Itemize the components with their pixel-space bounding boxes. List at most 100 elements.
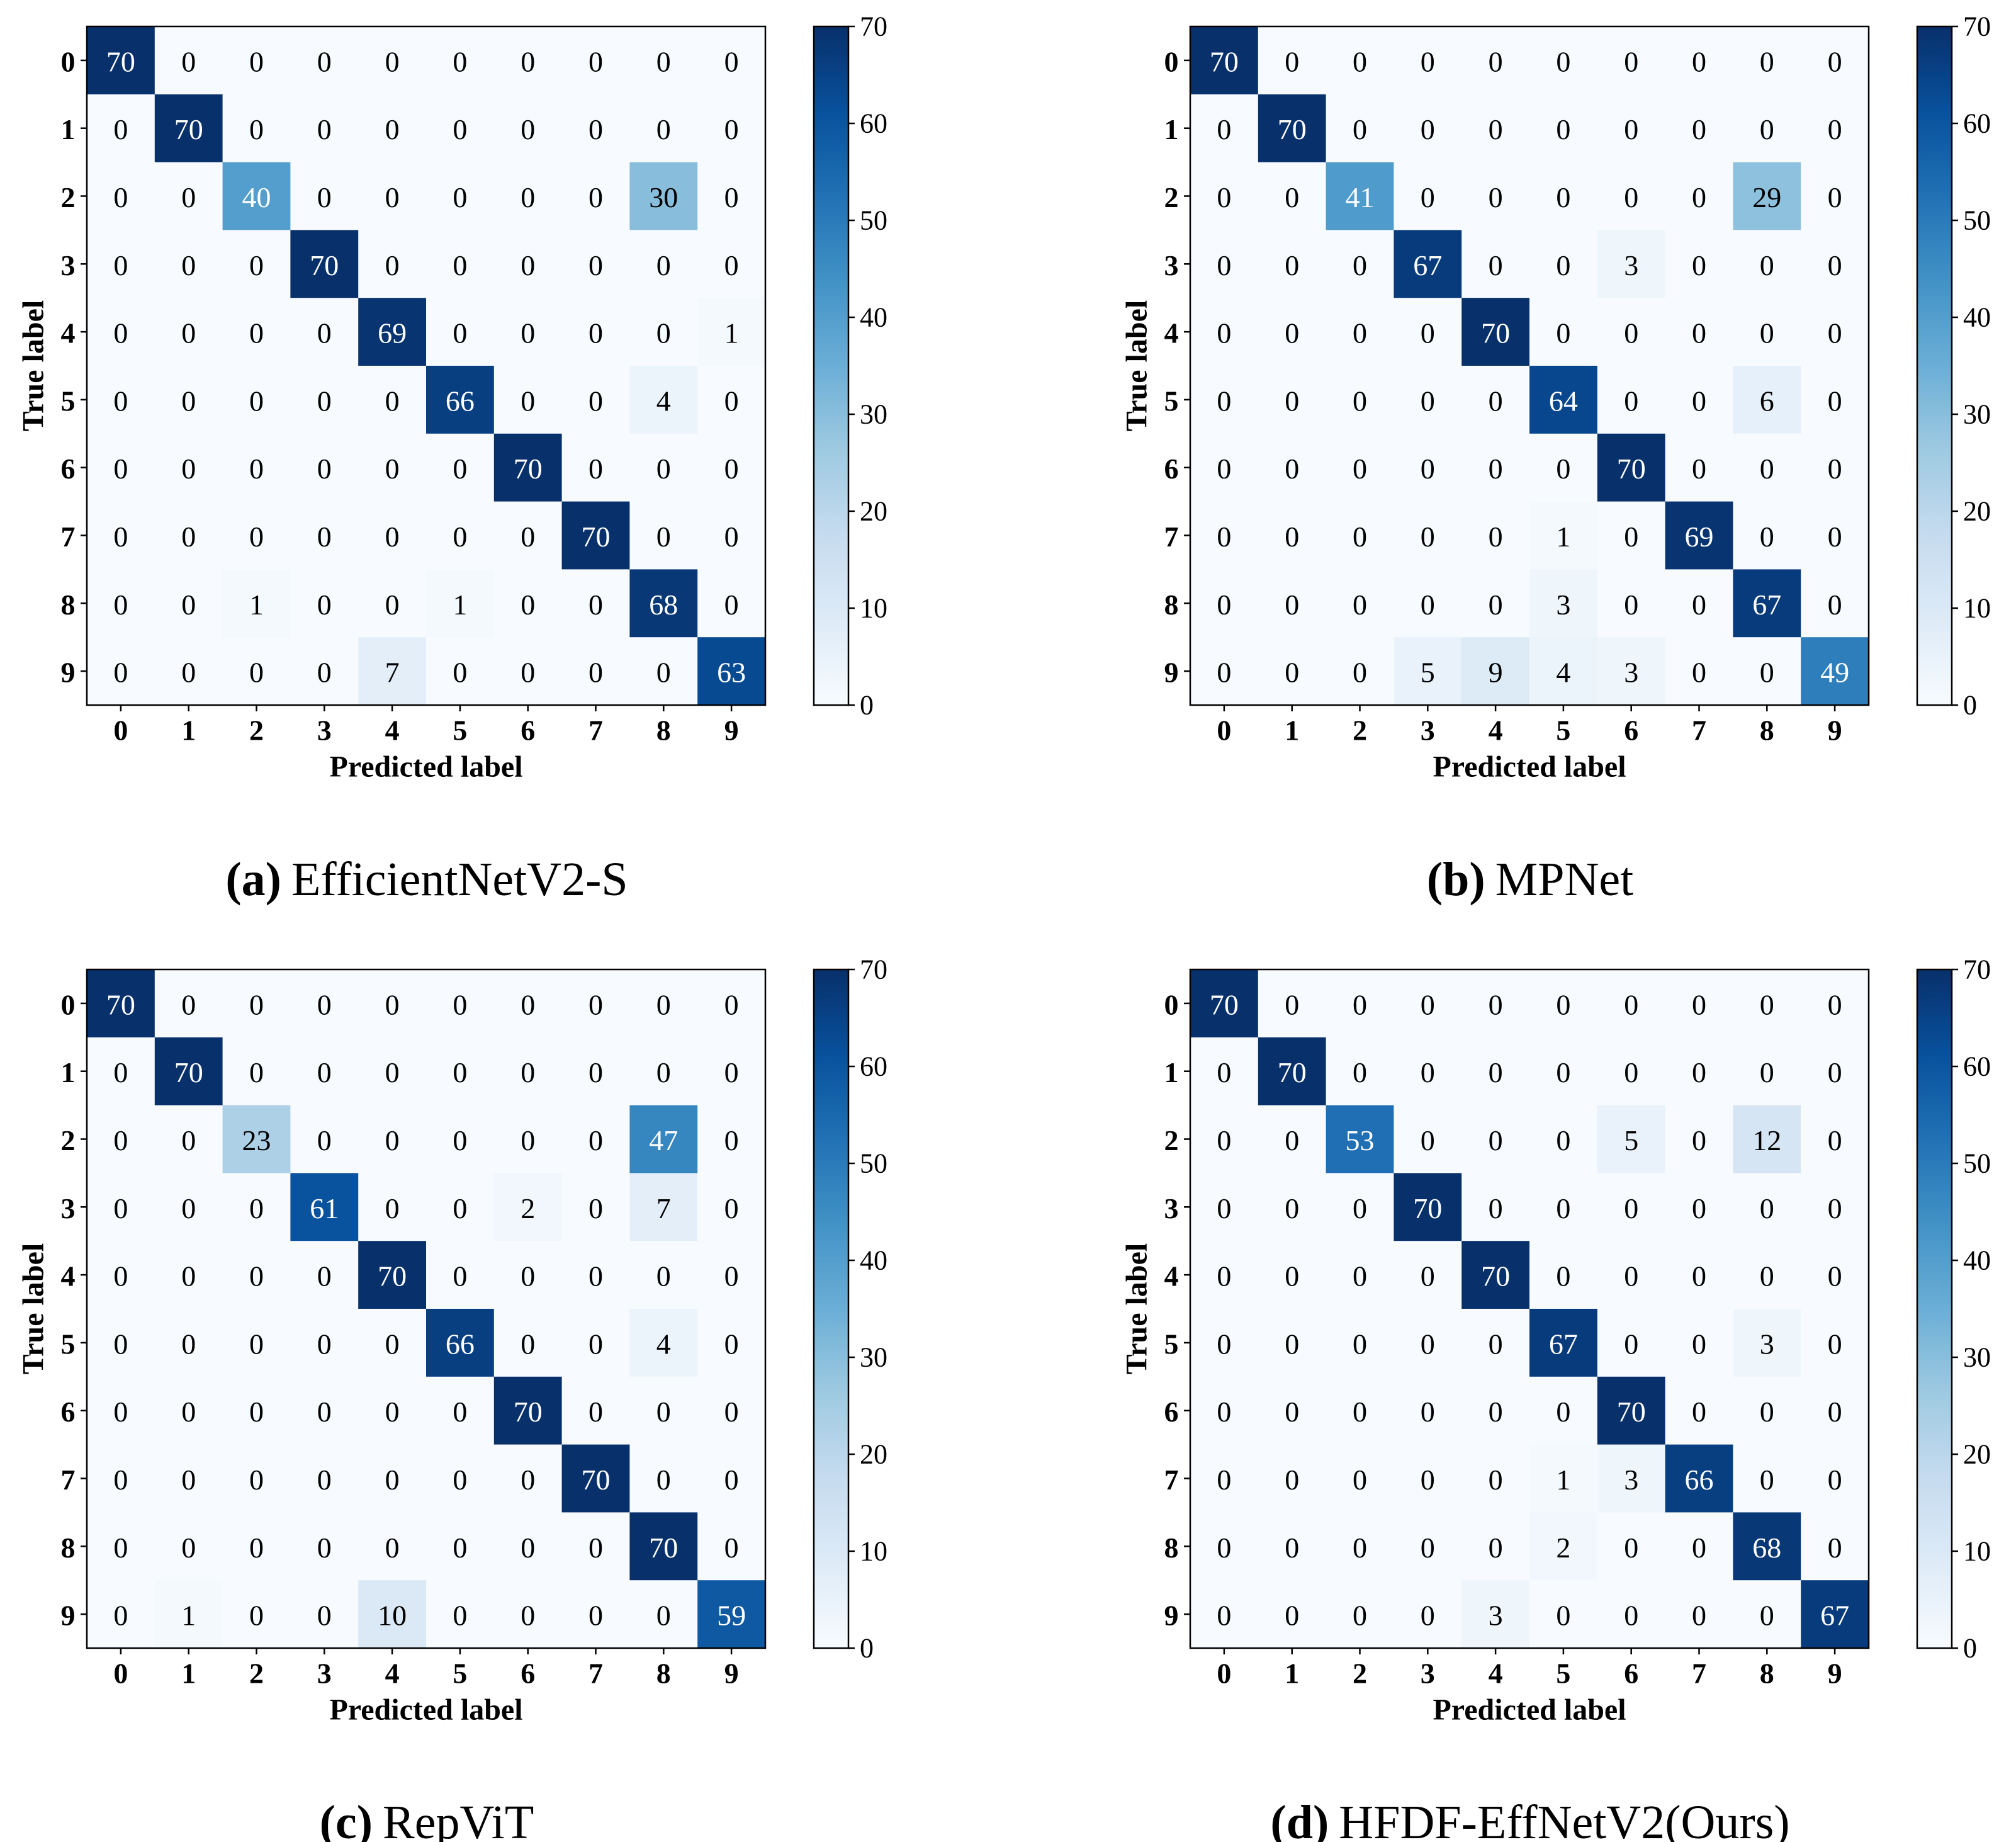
matrix-cell-r2-c3 [1394, 1105, 1462, 1173]
x-tick-label-4: 4 [1489, 715, 1503, 747]
matrix-cell-r6-c3 [1394, 1376, 1462, 1445]
cell-value-r8-c9: 0 [1828, 1532, 1842, 1564]
x-tick-label-3: 3 [1421, 1658, 1435, 1690]
matrix-cell-r8-c6 [493, 1512, 563, 1581]
cell-value-r4-c2: 0 [1353, 1260, 1367, 1292]
subfigure-caption: (c) RepViT [320, 1796, 534, 1842]
colorbar-tick-label-2: 20 [1963, 496, 1991, 527]
cell-value-r9-c4: 9 [1489, 657, 1503, 689]
y-tick-label-4: 4 [1164, 1260, 1179, 1292]
matrix-cell-r9-c0 [87, 1580, 155, 1649]
cell-value-r8-c1: 0 [181, 1532, 196, 1564]
cell-value-r6-c2: 0 [249, 453, 264, 485]
matrix-cell-r1-c9 [697, 1037, 766, 1106]
matrix-cell-r6-c7 [1665, 1376, 1733, 1445]
matrix-cell-r1-c7 [1665, 94, 1733, 163]
y-tick-label-8: 8 [1164, 1532, 1179, 1564]
cell-value-r5-c5: 67 [1549, 1328, 1578, 1360]
x-tick-label-1: 1 [1285, 1658, 1299, 1690]
matrix-cell-r0-c1 [154, 26, 223, 95]
y-tick-label-1: 1 [61, 113, 76, 145]
cell-value-r1-c5: 0 [1556, 113, 1570, 145]
matrix-cell-r9-c2 [222, 1580, 291, 1649]
cell-value-r3-c6: 0 [1624, 1192, 1638, 1224]
cell-value-r5-c2: 0 [1353, 385, 1367, 417]
matrix-cell-r3-c0 [87, 230, 155, 298]
matrix-cell-r6-c0 [87, 1376, 155, 1445]
colorbar-tick-label-0: 0 [1963, 1633, 1977, 1664]
matrix-cell-r7-c0 [87, 501, 155, 570]
matrix-cell-r5-c0 [1190, 366, 1259, 434]
cell-value-r8-c7: 0 [588, 1532, 603, 1564]
x-tick-label-5: 5 [453, 715, 467, 747]
x-tick-label-5: 5 [1556, 1658, 1570, 1690]
matrix-cell-r6-c2 [222, 433, 291, 502]
matrix-cell-r7-c6 [493, 1444, 563, 1513]
cell-value-r3-c5: 0 [1556, 1192, 1570, 1224]
cell-value-r1-c8: 0 [656, 1056, 671, 1088]
cell-value-r1-c9: 0 [724, 113, 739, 145]
matrix-cell-r0-c2 [1326, 26, 1394, 95]
cell-value-r4-c8: 0 [1760, 1260, 1774, 1292]
matrix-cell-r2-c4 [358, 1105, 427, 1173]
cell-value-r1-c8: 0 [656, 113, 671, 145]
cell-value-r6-c7: 0 [588, 453, 603, 485]
cell-value-r9-c6: 3 [1624, 657, 1638, 689]
matrix-cell-r3-c5 [426, 1173, 495, 1241]
cell-value-r5-c3: 0 [317, 385, 332, 417]
y-tick-label-6: 6 [1164, 1396, 1179, 1428]
cell-value-r0-c3: 0 [1421, 45, 1435, 77]
cell-value-r8-c3: 0 [1421, 589, 1435, 621]
matrix-cell-r0-c9 [1801, 969, 1869, 1038]
matrix-cell-r2-c8 [1733, 1105, 1801, 1173]
cell-value-r3-c1: 0 [1285, 249, 1299, 281]
matrix-cell-r4-c4 [1461, 1241, 1530, 1309]
matrix-cell-r4-c9 [1801, 1241, 1869, 1309]
matrix-cell-r4-c5 [426, 298, 495, 366]
cell-value-r8-c0: 0 [113, 589, 128, 621]
matrix-cell-r4-c4 [358, 298, 427, 366]
matrix-cell-r5-c3 [1394, 1309, 1462, 1377]
matrix-cell-r3-c9 [1801, 1173, 1869, 1241]
cell-value-r2-c6: 0 [1624, 181, 1638, 213]
matrix-cell-r8-c4 [358, 1512, 427, 1581]
cell-value-r3-c5: 0 [453, 1192, 467, 1224]
matrix-cell-r8-c6 [1597, 569, 1666, 638]
cell-value-r6-c8: 0 [1760, 1396, 1774, 1428]
cell-value-r6-c7: 0 [1692, 453, 1706, 485]
matrix-cell-r1-c5 [1529, 94, 1598, 163]
cell-value-r5-c3: 0 [1421, 1328, 1435, 1360]
matrix-cell-r5-c7 [1665, 1309, 1733, 1377]
matrix-cell-r7-c1 [154, 1444, 223, 1513]
matrix-cell-r6-c5 [1529, 1376, 1598, 1445]
cell-value-r3-c3: 70 [310, 249, 339, 281]
matrix-cell-r4-c5 [1529, 298, 1598, 366]
cell-value-r1-c2: 0 [249, 113, 264, 145]
cell-value-r9-c2: 0 [1353, 657, 1367, 689]
cell-value-r1-c3: 0 [1421, 1056, 1435, 1088]
cell-value-r4-c9: 0 [1828, 1260, 1842, 1292]
matrix-cell-r6-c8 [629, 433, 698, 502]
colorbar-tick-label-3: 30 [860, 399, 887, 430]
matrix-cell-r2-c0 [87, 162, 155, 230]
matrix-cell-r4-c0 [87, 298, 155, 366]
cell-value-r5-c6: 0 [521, 1328, 535, 1360]
matrix-cell-r6-c2 [222, 1376, 291, 1445]
cell-value-r5-c7: 0 [1692, 385, 1706, 417]
matrix-cell-r0-c7 [561, 26, 630, 95]
cell-value-r1-c1: 70 [174, 113, 203, 145]
matrix-cell-r8-c5 [426, 1512, 495, 1581]
y-tick-label-7: 7 [61, 1464, 76, 1496]
matrix-cell-r4-c5 [1529, 1241, 1598, 1309]
cell-value-r8-c6: 0 [1624, 1532, 1638, 1564]
matrix-cell-r5-c9 [697, 1309, 766, 1377]
y-tick-label-7: 7 [1164, 1464, 1179, 1496]
cell-value-r1-c7: 0 [588, 1056, 603, 1088]
cell-value-r5-c4: 0 [385, 385, 400, 417]
matrix-cell-r3-c6 [1597, 1173, 1666, 1241]
y-tick-label-6: 6 [1164, 453, 1179, 485]
cell-value-r0-c5: 0 [1556, 45, 1570, 77]
matrix-cell-r8-c6 [493, 569, 563, 638]
cell-value-r8-c4: 0 [385, 589, 400, 621]
matrix-cell-r8-c4 [1461, 569, 1530, 638]
